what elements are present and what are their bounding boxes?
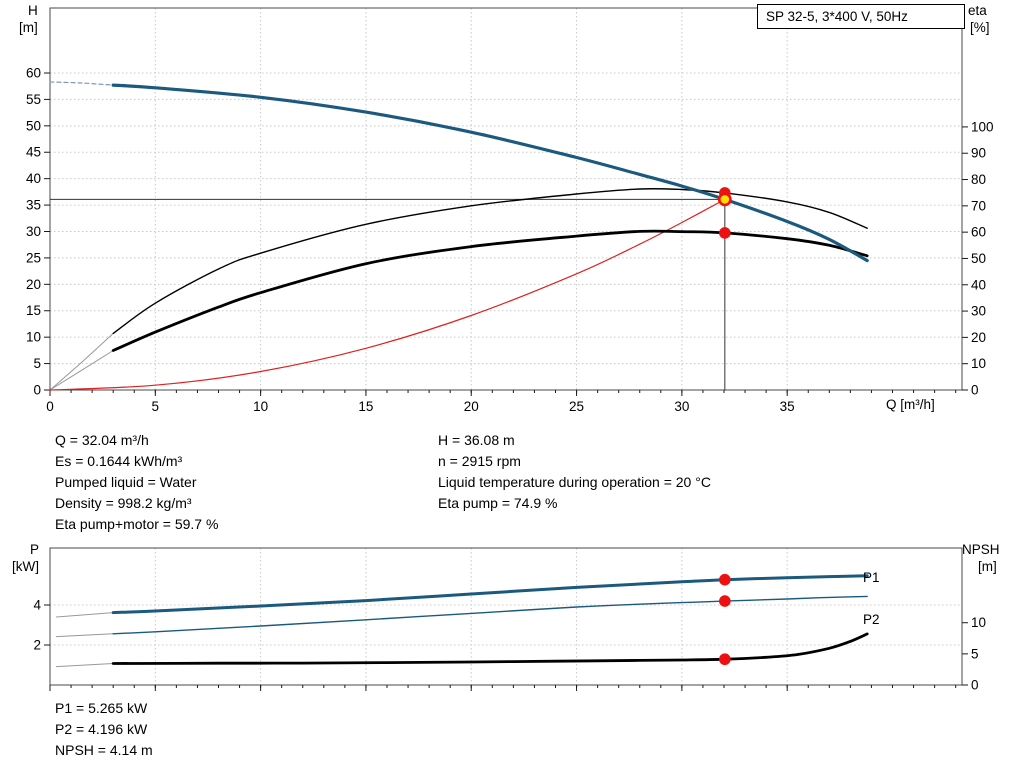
npsh-axis-label: NPSH <box>962 542 1000 557</box>
svg-text:35: 35 <box>780 399 795 414</box>
duty-eta-pump: Eta pump = 74.9 % <box>438 495 558 511</box>
power-npsh-info: P1 = 5.265 kW P2 = 4.196 kW NPSH = 4.14 … <box>55 698 153 761</box>
p1-value: P1 = 5.265 kW <box>55 700 148 716</box>
svg-text:25: 25 <box>26 250 41 265</box>
svg-text:10: 10 <box>253 399 268 414</box>
svg-text:30: 30 <box>971 304 986 319</box>
duty-info-right: H = 36.08 m n = 2915 rpm Liquid temperat… <box>438 430 711 514</box>
eta-axis-unit: [%] <box>970 20 990 35</box>
npsh-axis-unit: [m] <box>978 559 997 574</box>
duty-speed: n = 2915 rpm <box>438 453 521 469</box>
svg-text:4: 4 <box>33 598 41 613</box>
svg-text:15: 15 <box>26 303 41 318</box>
pump-model-box: SP 32-5, 3*400 V, 50Hz <box>757 4 965 29</box>
duty-liquid: Pumped liquid = Water <box>55 474 197 490</box>
duty-temperature: Liquid temperature during operation = 20… <box>438 474 711 490</box>
svg-text:P1: P1 <box>863 570 880 585</box>
p-axis-label: P <box>30 542 40 557</box>
svg-text:30: 30 <box>26 224 41 239</box>
svg-text:0: 0 <box>971 383 979 398</box>
svg-text:10: 10 <box>971 356 986 371</box>
svg-text:2: 2 <box>33 638 41 653</box>
svg-text:60: 60 <box>971 225 986 240</box>
svg-text:20: 20 <box>971 330 986 345</box>
svg-text:5: 5 <box>33 356 41 371</box>
eta-axis-label: eta <box>968 3 987 18</box>
svg-text:10: 10 <box>26 330 41 345</box>
qh-eta-chart: 0 5 10 15 20 25 30 35 0 5 10 15 20 25 30 35 40 45 50 55 60 0 1… <box>26 7 994 414</box>
svg-text:20: 20 <box>26 277 41 292</box>
duty-h: H = 36.08 m <box>438 432 515 448</box>
svg-text:10: 10 <box>971 615 986 630</box>
svg-text:35: 35 <box>26 198 41 213</box>
h-axis-label: H <box>28 3 38 18</box>
svg-text:40: 40 <box>971 277 986 292</box>
p-axis-unit: [kW] <box>12 559 39 574</box>
svg-text:45: 45 <box>26 145 41 160</box>
svg-text:5: 5 <box>152 399 160 414</box>
h-axis-unit: [m] <box>19 20 38 35</box>
svg-text:100: 100 <box>971 119 994 134</box>
duty-q: Q = 32.04 m³/h <box>55 432 149 448</box>
p2-value: P2 = 4.196 kW <box>55 721 148 737</box>
duty-density: Density = 998.2 kg/m³ <box>55 495 192 511</box>
svg-text:25: 25 <box>569 399 584 414</box>
svg-text:15: 15 <box>358 399 373 414</box>
svg-text:0: 0 <box>46 399 54 414</box>
svg-text:55: 55 <box>26 92 41 107</box>
svg-text:0: 0 <box>33 383 41 398</box>
svg-text:30: 30 <box>674 399 689 414</box>
npsh-value: NPSH = 4.14 m <box>55 742 153 758</box>
svg-text:20: 20 <box>464 399 479 414</box>
svg-text:60: 60 <box>26 65 41 80</box>
duty-info-left: Q = 32.04 m³/h Es = 0.1644 kWh/m³ Pumped… <box>55 430 218 535</box>
svg-text:90: 90 <box>971 146 986 161</box>
svg-text:5: 5 <box>971 646 979 661</box>
svg-text:0: 0 <box>971 678 979 693</box>
svg-text:P2: P2 <box>863 612 880 627</box>
svg-text:50: 50 <box>26 118 41 133</box>
svg-text:50: 50 <box>971 251 986 266</box>
duty-eta-total: Eta pump+motor = 59.7 % <box>55 516 219 532</box>
q-axis-label: Q [m³/h] <box>886 397 935 412</box>
svg-text:40: 40 <box>26 171 41 186</box>
svg-text:70: 70 <box>971 198 986 213</box>
duty-es: Es = 0.1644 kWh/m³ <box>55 453 183 469</box>
power-npsh-chart: 2 4 0 5 10 P1 P2 <box>33 547 986 693</box>
svg-text:80: 80 <box>971 172 986 187</box>
